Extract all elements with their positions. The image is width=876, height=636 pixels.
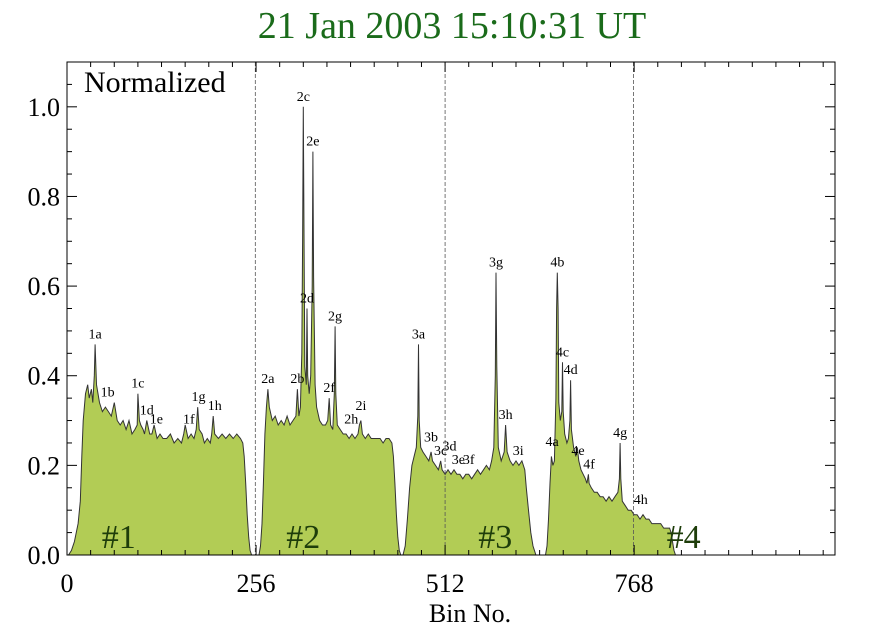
peak-label-3h: 3h bbox=[499, 408, 513, 423]
peak-label-4f: 4f bbox=[583, 457, 595, 472]
x-tick-label: 0 bbox=[61, 569, 74, 598]
spectrum-line-4 bbox=[545, 272, 676, 556]
peak-label-2a: 2a bbox=[261, 372, 275, 387]
peak-label-3g: 3g bbox=[489, 256, 503, 271]
peak-label-3f: 3f bbox=[463, 453, 475, 468]
peak-label-4c: 4c bbox=[556, 345, 569, 360]
peak-label-3d: 3d bbox=[443, 439, 457, 454]
y-tick-label: 0.4 bbox=[28, 362, 61, 391]
peak-label-2i: 2i bbox=[355, 399, 366, 414]
peak-label-4h: 4h bbox=[634, 493, 648, 508]
peak-label-3b: 3b bbox=[424, 430, 438, 445]
spectrum-line-3 bbox=[402, 272, 537, 556]
peak-label-4a: 4a bbox=[546, 435, 560, 450]
peak-label-2h: 2h bbox=[344, 413, 358, 428]
spectrum-line-2 bbox=[258, 106, 402, 556]
x-tick-label: 256 bbox=[237, 569, 276, 598]
spectrum-fill-3 bbox=[403, 272, 536, 555]
x-tick-label: 512 bbox=[426, 569, 465, 598]
peak-label-3i: 3i bbox=[513, 444, 524, 459]
axis-ticks: 0 256 512 768 0.0 0.2 0.4 0.6 0.8 1.0 bbox=[28, 62, 835, 598]
section-label-4: #4 bbox=[667, 519, 701, 556]
peak-label-2f: 2f bbox=[323, 381, 335, 396]
peak-label-2e: 2e bbox=[306, 135, 319, 150]
peak-label-4b: 4b bbox=[550, 256, 564, 271]
peak-label-1e: 1e bbox=[150, 413, 163, 428]
x-tick-label: 768 bbox=[615, 569, 654, 598]
peak-label-4d: 4d bbox=[564, 363, 578, 378]
spectrum-line-1 bbox=[67, 344, 253, 556]
section-label-1: #1 bbox=[102, 519, 136, 556]
spectrum-fill-4 bbox=[545, 272, 676, 555]
peak-label-3c: 3c bbox=[434, 444, 447, 459]
peak-label-4e: 4e bbox=[571, 444, 584, 459]
peak-label-1a: 1a bbox=[88, 327, 102, 342]
y-tick-label: 0.2 bbox=[28, 451, 61, 480]
peak-label-2b: 2b bbox=[290, 372, 304, 387]
section-label-2: #2 bbox=[286, 519, 320, 556]
y-tick-label: 0.6 bbox=[28, 272, 61, 301]
peak-label-4g: 4g bbox=[613, 426, 627, 441]
spectrum-fill-2 bbox=[259, 106, 401, 556]
normalized-annotation: Normalized bbox=[84, 66, 226, 99]
peak-label-1f: 1f bbox=[183, 413, 195, 428]
section-label-3: #3 bbox=[478, 519, 512, 556]
peak-label-2g: 2g bbox=[328, 309, 342, 324]
peak-label-3e: 3e bbox=[452, 453, 465, 468]
peak-label-1h: 1h bbox=[208, 399, 222, 414]
peak-label-1g: 1g bbox=[191, 390, 205, 405]
peak-label-2c: 2c bbox=[297, 90, 310, 105]
y-tick-label: 0.8 bbox=[28, 182, 61, 211]
peak-label-2d: 2d bbox=[300, 292, 314, 307]
peak-label-1b: 1b bbox=[101, 386, 115, 401]
peak-label-3a: 3a bbox=[412, 327, 426, 342]
peak-label-1c: 1c bbox=[131, 377, 144, 392]
y-tick-label: 1.0 bbox=[28, 93, 61, 122]
spectrum-fill-1 bbox=[67, 344, 252, 555]
chart-title: 21 Jan 2003 15:10:31 UT bbox=[258, 5, 646, 47]
x-axis-label: Bin No. bbox=[429, 599, 511, 628]
peak-label-1d: 1d bbox=[140, 404, 154, 419]
y-tick-label: 0.0 bbox=[28, 541, 61, 570]
